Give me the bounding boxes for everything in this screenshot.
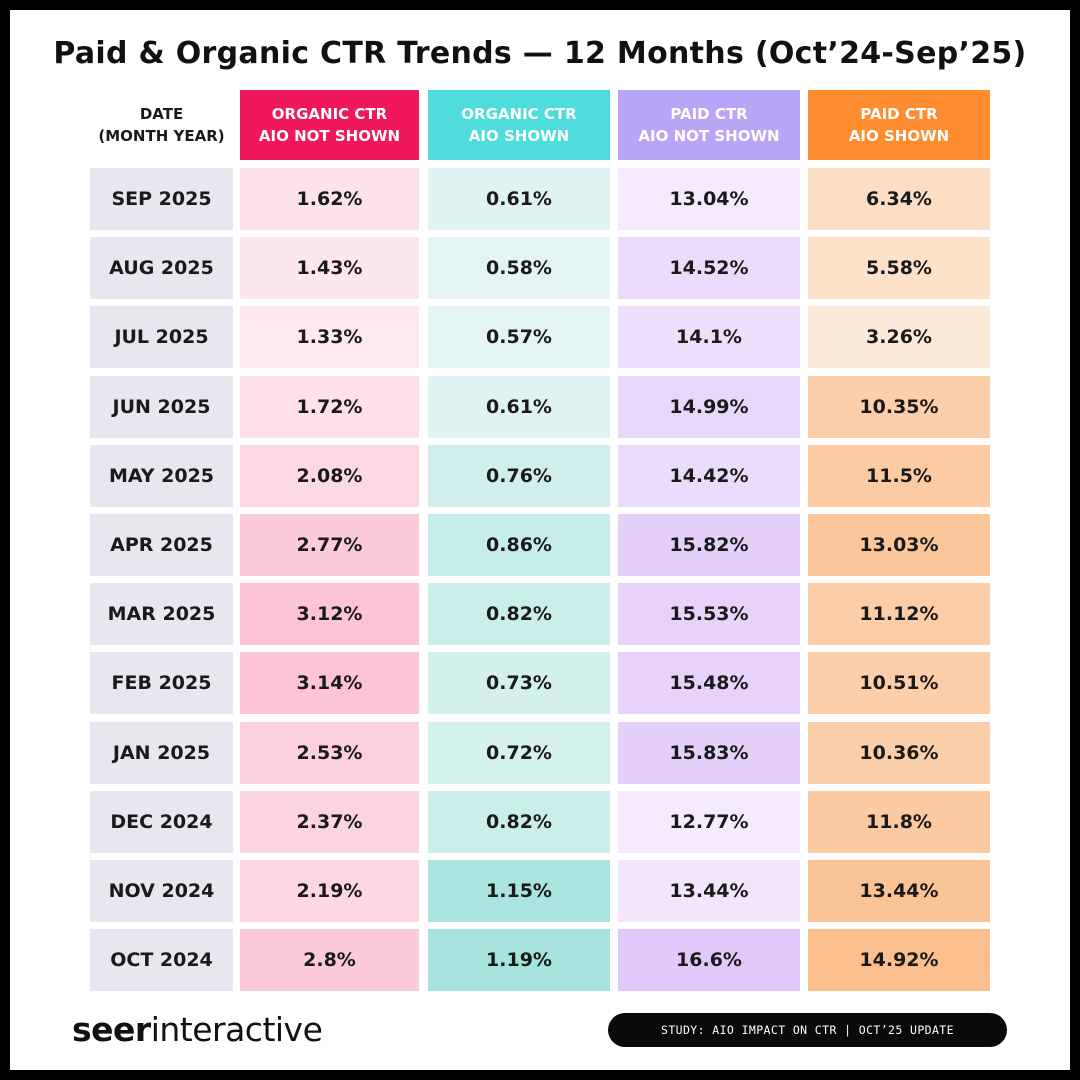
value-cell-paid-shown: 5.58% bbox=[808, 237, 990, 300]
value-cell-paid-not-shown: 13.04% bbox=[618, 168, 800, 230]
column-header-organic-shown: ORGANIC CTR AIO SHOWN bbox=[428, 90, 610, 160]
column-header-paid-not-shown: PAID CTR AIO NOT SHOWN bbox=[618, 90, 800, 160]
logo-text-bold: seer bbox=[72, 1010, 151, 1049]
value-cell-paid-shown: 11.8% bbox=[808, 790, 990, 853]
row-date-label: MAY 2025 bbox=[90, 444, 233, 507]
value-cell-organic-shown: 0.57% bbox=[428, 306, 610, 369]
value-cell-organic-not-shown: 1.43% bbox=[240, 237, 419, 300]
seer-interactive-logo: seerinteractive bbox=[72, 1010, 323, 1049]
value-cell-organic-shown: 0.86% bbox=[428, 514, 610, 576]
row-date-label: JUN 2025 bbox=[90, 375, 233, 438]
row-date-label: AUG 2025 bbox=[90, 237, 233, 300]
value-cell-organic-not-shown: 2.37% bbox=[240, 790, 419, 853]
value-cell-paid-not-shown: 14.1% bbox=[618, 306, 800, 369]
row-date-label: SEP 2025 bbox=[90, 168, 233, 230]
value-cell-paid-not-shown: 15.82% bbox=[618, 514, 800, 576]
logo-text-light: interactive bbox=[150, 1010, 323, 1049]
value-cell-organic-shown: 1.19% bbox=[428, 929, 610, 992]
value-cell-organic-not-shown: 2.08% bbox=[240, 444, 419, 507]
value-cell-organic-shown: 0.82% bbox=[428, 790, 610, 853]
row-date-label: MAR 2025 bbox=[90, 583, 233, 646]
value-cell-paid-shown: 13.44% bbox=[808, 860, 990, 922]
column-header-organic-not-shown: ORGANIC CTR AIO NOT SHOWN bbox=[240, 90, 419, 160]
page-title: Paid & Organic CTR Trends — 12 Months (O… bbox=[53, 36, 1027, 71]
value-cell-paid-shown: 13.03% bbox=[808, 514, 990, 576]
value-cell-organic-shown: 0.73% bbox=[428, 652, 610, 715]
value-cell-organic-shown: 0.58% bbox=[428, 237, 610, 300]
value-cell-paid-not-shown: 14.99% bbox=[618, 375, 800, 438]
value-cell-paid-shown: 10.35% bbox=[808, 375, 990, 438]
value-cell-paid-not-shown: 15.53% bbox=[618, 583, 800, 646]
value-cell-organic-shown: 0.61% bbox=[428, 168, 610, 230]
value-cell-paid-shown: 11.12% bbox=[808, 583, 990, 646]
value-cell-organic-not-shown: 1.33% bbox=[240, 306, 419, 369]
column-header-date: DATE (MONTH YEAR) bbox=[98, 105, 225, 145]
value-cell-organic-shown: 0.72% bbox=[428, 721, 610, 784]
value-cell-organic-not-shown: 1.72% bbox=[240, 375, 419, 438]
value-cell-paid-not-shown: 14.42% bbox=[618, 444, 800, 507]
row-date-label: NOV 2024 bbox=[90, 860, 233, 922]
value-cell-paid-not-shown: 14.52% bbox=[618, 237, 800, 300]
row-date-label: DEC 2024 bbox=[90, 790, 233, 853]
value-cell-paid-not-shown: 13.44% bbox=[618, 860, 800, 922]
value-cell-organic-not-shown: 3.12% bbox=[240, 583, 419, 646]
value-cell-organic-shown: 0.61% bbox=[428, 375, 610, 438]
column-header-paid-shown: PAID CTR AIO SHOWN bbox=[808, 90, 990, 160]
value-cell-paid-shown: 10.36% bbox=[808, 721, 990, 784]
row-date-label: APR 2025 bbox=[90, 514, 233, 576]
value-cell-paid-shown: 14.92% bbox=[808, 929, 990, 992]
value-cell-paid-shown: 3.26% bbox=[808, 306, 990, 369]
value-cell-organic-not-shown: 2.77% bbox=[240, 514, 419, 576]
study-badge: STUDY: AIO IMPACT ON CTR | OCT’25 UPDATE bbox=[608, 1013, 1007, 1047]
value-cell-organic-not-shown: 1.62% bbox=[240, 168, 419, 230]
row-date-label: FEB 2025 bbox=[90, 652, 233, 715]
value-cell-organic-not-shown: 2.19% bbox=[240, 860, 419, 922]
value-cell-paid-not-shown: 15.83% bbox=[618, 721, 800, 784]
value-cell-organic-shown: 1.15% bbox=[428, 860, 610, 922]
value-cell-organic-not-shown: 3.14% bbox=[240, 652, 419, 715]
value-cell-paid-not-shown: 16.6% bbox=[618, 929, 800, 992]
value-cell-organic-not-shown: 2.8% bbox=[240, 929, 419, 992]
value-cell-organic-shown: 0.82% bbox=[428, 583, 610, 646]
value-cell-paid-shown: 10.51% bbox=[808, 652, 990, 715]
row-date-label: JUL 2025 bbox=[90, 306, 233, 369]
value-cell-organic-shown: 0.76% bbox=[428, 444, 610, 507]
row-date-label: JAN 2025 bbox=[90, 721, 233, 784]
value-cell-organic-not-shown: 2.53% bbox=[240, 721, 419, 784]
value-cell-paid-shown: 11.5% bbox=[808, 444, 990, 507]
value-cell-paid-shown: 6.34% bbox=[808, 168, 990, 230]
value-cell-paid-not-shown: 15.48% bbox=[618, 652, 800, 715]
value-cell-paid-not-shown: 12.77% bbox=[618, 790, 800, 853]
row-date-label: OCT 2024 bbox=[90, 929, 233, 992]
